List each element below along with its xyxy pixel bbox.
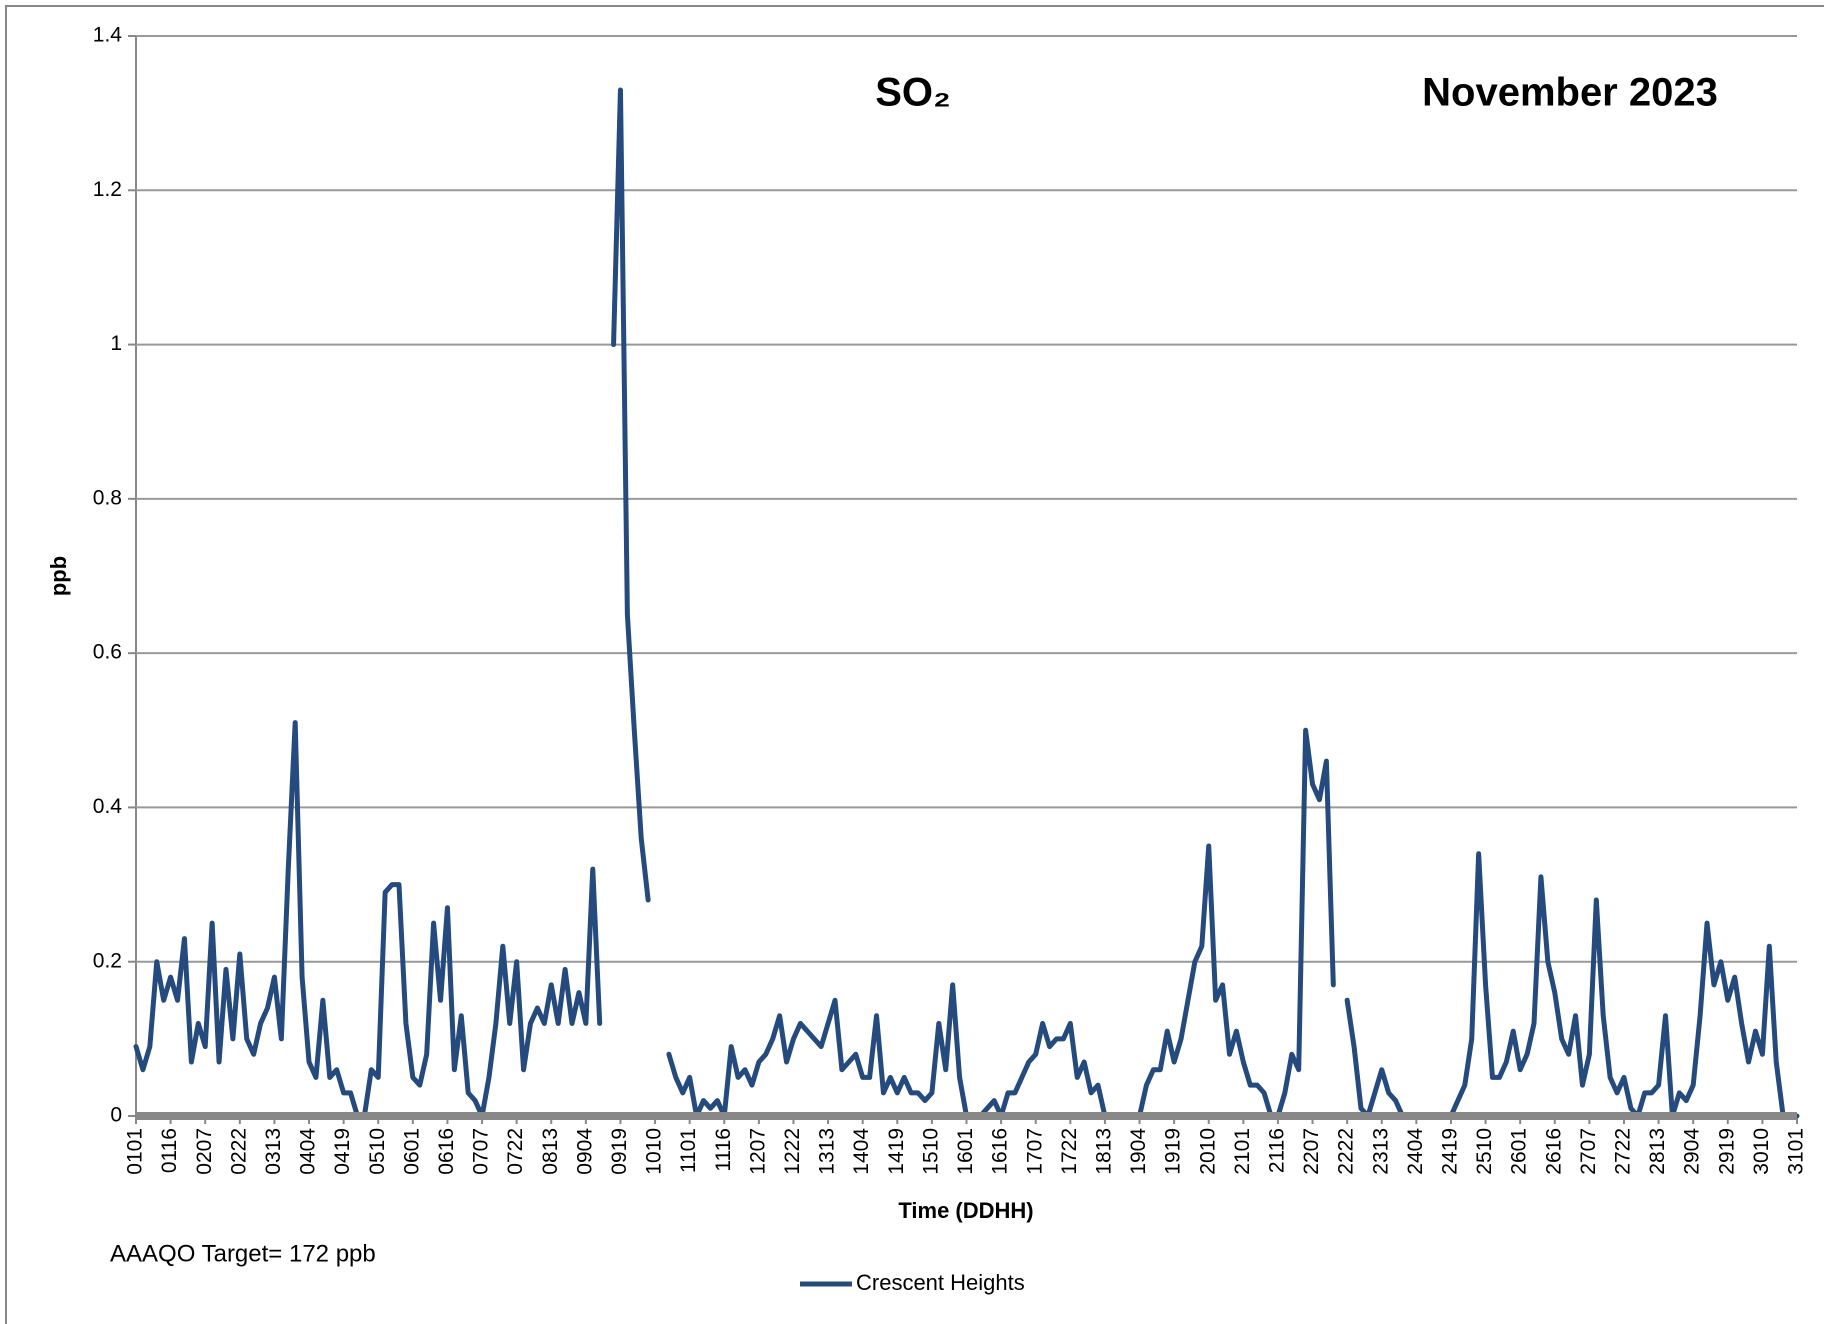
x-tick-label: 2116 xyxy=(1265,1128,1288,1173)
chart-border xyxy=(5,5,1824,1324)
x-tick-label: 1313 xyxy=(816,1128,839,1175)
x-tick-label: 0116 xyxy=(158,1128,181,1173)
x-tick-label: 1404 xyxy=(850,1128,873,1175)
y-tick-label: 0.4 xyxy=(93,795,123,818)
x-tick-label: 2222 xyxy=(1335,1128,1358,1175)
x-tick-label: 0722 xyxy=(504,1128,527,1175)
chart-title: SO₂ xyxy=(875,71,951,115)
y-tick-label: 0.8 xyxy=(93,486,122,509)
x-tick-label: 1919 xyxy=(1162,1128,1185,1175)
x-tick-label: 3101 xyxy=(1785,1128,1808,1175)
chart-subtitle: November 2023 xyxy=(1422,71,1718,115)
x-tick-label: 2510 xyxy=(1473,1128,1496,1175)
x-tick-label: 2904 xyxy=(1681,1128,1704,1175)
x-tick-label: 2419 xyxy=(1439,1128,1462,1175)
x-tick-label: 0813 xyxy=(539,1128,562,1175)
y-tick-label: 1 xyxy=(110,332,122,355)
x-tick-label: 0616 xyxy=(435,1128,458,1175)
x-tick-label: 2919 xyxy=(1715,1128,1738,1175)
x-tick-label: 0707 xyxy=(470,1128,493,1175)
annotation: AAAQO Target= 172 ppb xyxy=(110,1240,376,1267)
x-tick-label: 0419 xyxy=(331,1128,354,1175)
x-tick-label: 1616 xyxy=(989,1128,1012,1175)
x-tick-label: 2722 xyxy=(1612,1128,1635,1175)
x-axis-label: Time (DDHH) xyxy=(898,1198,1033,1223)
x-tick-label: 2404 xyxy=(1404,1128,1427,1175)
y-tick-label: 1.2 xyxy=(93,178,122,201)
x-tick-label: 0207 xyxy=(193,1128,216,1175)
y-tick-label: 0.6 xyxy=(93,641,122,664)
x-tick-label: 1101 xyxy=(677,1128,700,1173)
x-tick-label: 1222 xyxy=(781,1128,804,1175)
x-tick-label: 2601 xyxy=(1508,1128,1531,1175)
x-tick-label: 0313 xyxy=(262,1128,285,1175)
x-tick-label: 3010 xyxy=(1750,1128,1773,1175)
x-tick-label: 1116 xyxy=(712,1128,735,1172)
x-tick-label: 1722 xyxy=(1058,1128,1081,1175)
x-tick-label: 1707 xyxy=(1023,1128,1046,1175)
x-tick-label: 2313 xyxy=(1369,1128,1392,1175)
x-tick-label: 2813 xyxy=(1646,1128,1669,1175)
x-tick-label: 1904 xyxy=(1127,1128,1150,1175)
x-tick-label: 2101 xyxy=(1231,1128,1254,1175)
x-tick-label: 0404 xyxy=(297,1128,320,1175)
x-tick-label: 1419 xyxy=(885,1128,908,1175)
x-tick-label: 0919 xyxy=(608,1128,631,1175)
legend-label: Crescent Heights xyxy=(856,1270,1025,1295)
x-tick-label: 2707 xyxy=(1577,1128,1600,1175)
x-tick-label: 0601 xyxy=(400,1128,423,1175)
x-tick-label: 0222 xyxy=(227,1128,250,1175)
x-tick-label: 1510 xyxy=(919,1128,942,1175)
y-axis-label: ppb xyxy=(46,556,71,596)
x-tick-label: 1207 xyxy=(746,1128,769,1175)
x-tick-label: 1601 xyxy=(954,1128,977,1175)
x-tick-label: 0510 xyxy=(366,1128,389,1175)
x-tick-label: 2010 xyxy=(1196,1128,1219,1175)
x-tick-label: 1010 xyxy=(643,1128,666,1175)
x-tick-label: 2616 xyxy=(1542,1128,1565,1175)
y-tick-label: 0 xyxy=(110,1104,122,1127)
x-tick-label: 0101 xyxy=(124,1128,147,1175)
y-tick-label: 1.4 xyxy=(93,24,123,47)
x-tick-label: 2207 xyxy=(1300,1128,1323,1175)
y-tick-label: 0.2 xyxy=(93,949,122,972)
x-tick-label: 0904 xyxy=(573,1128,596,1175)
x-tick-label: 1813 xyxy=(1092,1128,1115,1175)
